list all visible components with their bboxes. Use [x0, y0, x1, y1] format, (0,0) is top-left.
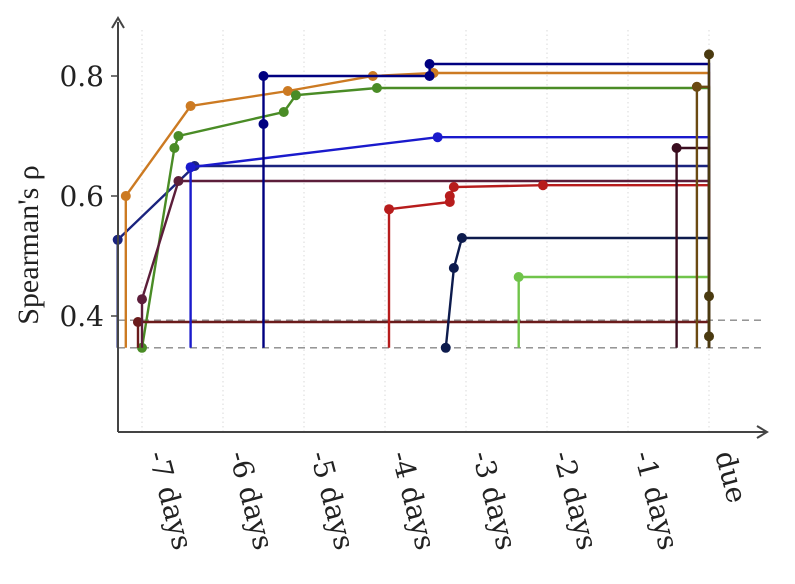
data-point-10-0	[671, 143, 682, 153]
x-tick-label-1: -6 days	[222, 447, 280, 553]
data-point-7-2	[444, 191, 455, 201]
data-point-12-0	[704, 49, 714, 60]
x-tick-label-7: due	[708, 447, 753, 506]
data-point-4-1	[173, 176, 184, 186]
data-point-4-0	[137, 294, 147, 305]
axes	[111, 16, 769, 439]
series-line-7	[387, 184, 711, 348]
series-10	[671, 143, 711, 348]
data-point-12-1	[704, 291, 714, 302]
data-point-2-2	[173, 131, 184, 141]
data-point-6-1	[258, 71, 269, 81]
y-axis-title: Spearman's ρ	[12, 165, 45, 325]
data-point-6-3	[424, 59, 435, 69]
data-point-2-1	[169, 143, 180, 153]
data-point-5-0	[185, 162, 196, 173]
data-point-11-0	[691, 81, 702, 92]
x-tick-label-5: -2 days	[546, 447, 604, 553]
data-point-9-0	[513, 272, 524, 282]
series-line-2	[140, 86, 711, 348]
data-point-1-1	[185, 101, 196, 111]
x-tick-label-3: -4 days	[384, 447, 442, 553]
data-point-12-2	[704, 331, 714, 342]
series-8	[440, 233, 711, 353]
series-7	[384, 180, 711, 348]
data-point-6-0	[258, 119, 269, 129]
data-point-1-0	[120, 191, 131, 201]
x-axis-arrow	[756, 425, 769, 439]
series-11	[691, 81, 711, 348]
series-1	[120, 68, 711, 348]
data-point-8-2	[456, 233, 467, 243]
series-group	[112, 49, 714, 353]
series-line-1	[124, 71, 711, 348]
series-2	[137, 83, 711, 353]
grid-lines	[141, 30, 710, 432]
x-tick-label-6: -1 days	[627, 447, 685, 553]
series-line-8	[444, 236, 711, 348]
y-tick-label-0: 0.4	[59, 300, 104, 333]
series-line-10	[675, 146, 711, 348]
series-12	[704, 49, 714, 348]
series-line-6	[262, 62, 711, 348]
x-tick-label-2: -5 days	[303, 447, 361, 553]
data-point-3-0	[132, 317, 143, 327]
reference-lines	[118, 319, 765, 349]
data-point-1-2	[282, 86, 293, 96]
x-tick-label-4: -3 days	[465, 447, 523, 553]
series-line-11	[695, 85, 711, 348]
data-point-7-0	[384, 204, 395, 215]
data-point-2-3	[278, 107, 289, 117]
data-point-6-2	[424, 71, 435, 81]
data-point-5-1	[432, 132, 443, 143]
series-9	[513, 272, 711, 348]
data-point-7-4	[537, 180, 548, 191]
data-point-8-0	[440, 342, 451, 353]
data-point-2-5	[371, 83, 382, 93]
y-tick-label-1: 0.6	[59, 180, 104, 213]
series-6	[258, 59, 711, 348]
y-axis-arrow	[111, 16, 125, 29]
tick-labels: -7 days -6 days -5 days -4 days -3 days -2 da…	[59, 60, 753, 553]
series-3	[132, 317, 711, 348]
series-line-3	[136, 320, 711, 348]
data-point-8-1	[448, 263, 459, 273]
y-tick-label-2: 0.8	[59, 60, 104, 93]
x-tick-label-0: -7 days	[141, 447, 199, 553]
data-point-2-4	[290, 90, 301, 101]
data-point-7-3	[448, 182, 459, 192]
